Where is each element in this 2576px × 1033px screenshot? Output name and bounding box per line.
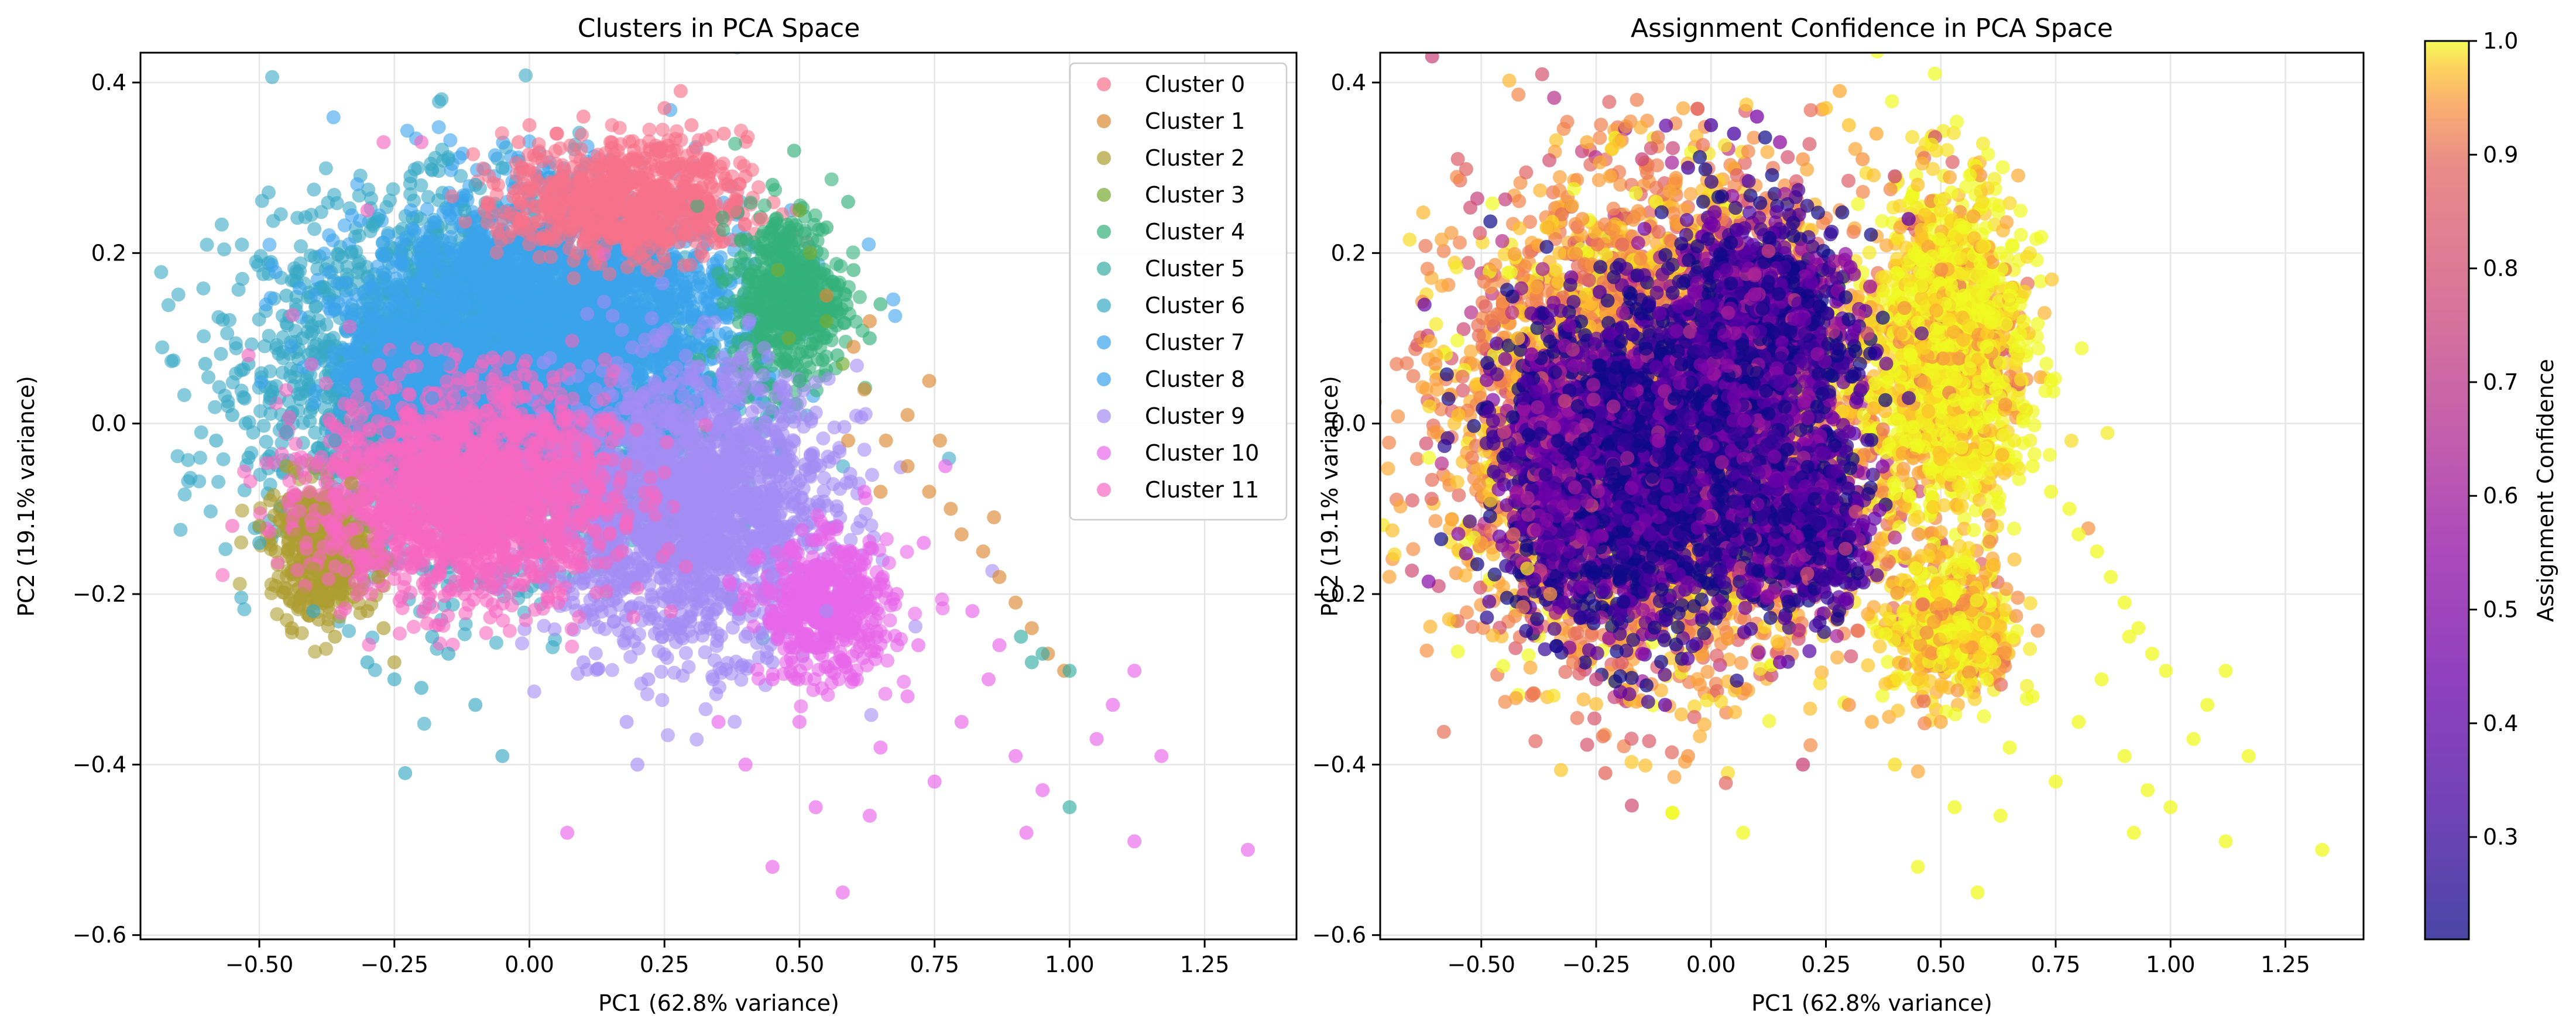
scatter-point: [214, 217, 229, 232]
scatter-point: [235, 237, 249, 252]
scatter-point: [177, 487, 192, 502]
scatter-point: [234, 383, 249, 398]
scatter-point: [218, 542, 233, 557]
scatter-point: [196, 281, 211, 296]
scatter-point: [242, 415, 256, 430]
scatter-point: [220, 326, 235, 341]
scatter-point: [235, 272, 249, 286]
scatter-point: [282, 394, 296, 409]
scatter-point: [114, 194, 128, 208]
scatter-point: [171, 287, 186, 302]
scatter-point: [211, 475, 226, 489]
scatter-point: [261, 185, 276, 200]
scatter-point: [888, 308, 903, 323]
scatter-point: [421, 190, 435, 204]
scatter-point: [173, 523, 188, 537]
scatter-point: [237, 602, 252, 617]
scatter-point: [154, 265, 169, 279]
scatter-point: [181, 453, 195, 468]
scatter-point: [177, 388, 191, 403]
scatter-point: [217, 242, 231, 257]
scatter-point: [304, 208, 318, 222]
scatter-point: [265, 70, 280, 84]
scatter-point: [431, 120, 446, 135]
scatter-point: [318, 161, 333, 176]
scatter-point: [309, 299, 324, 314]
scatter-point: [283, 369, 298, 383]
scatter-point: [194, 425, 208, 440]
scatter-point: [228, 336, 243, 351]
scatter-point: [256, 418, 271, 433]
scatter-point: [263, 364, 277, 379]
scatter-point: [164, 354, 179, 369]
scatter-point: [337, 218, 352, 233]
scatter-point: [340, 259, 355, 274]
scatter-point: [155, 340, 170, 355]
scatter-point: [208, 400, 222, 414]
scatter-point: [272, 346, 286, 361]
scatter-point: [489, 636, 503, 650]
scatter-point: [211, 310, 226, 324]
scatter-point: [181, 474, 195, 489]
scatter-point: [443, 133, 458, 147]
scatter-point: [352, 228, 366, 243]
scatter-point: [218, 389, 232, 403]
scatter-point: [414, 178, 428, 193]
scatter-point: [268, 265, 283, 279]
scatter-point: [457, 627, 472, 641]
scatter-point: [253, 468, 267, 482]
scatter-point: [103, 276, 117, 290]
scatter-point: [417, 716, 431, 731]
scatter-point: [266, 214, 280, 228]
scatter-point: [546, 640, 560, 654]
scatter-point: [307, 182, 321, 197]
scatter-point: [203, 504, 218, 519]
scatter-point: [244, 337, 259, 352]
scatter-point: [420, 202, 434, 217]
left-panel: −0.50 −0.25 0.00 0.25 0.50 0.75 1.00 1.25 −0.6−…: [13, 13, 1298, 1016]
scatter-point: [193, 451, 207, 465]
scatter-point: [197, 329, 211, 344]
scatter-point: [307, 339, 321, 354]
scatter-point: [201, 370, 216, 385]
scatter-point: [214, 346, 228, 361]
scatter-point: [121, 502, 135, 516]
scatter-point: [458, 617, 473, 632]
scatter-point: [519, 68, 533, 83]
scatter-point: [425, 163, 440, 177]
scatter-point: [303, 414, 317, 428]
scatter-point: [200, 238, 214, 252]
scatter-point: [404, 203, 419, 218]
scatter-point: [386, 182, 400, 197]
scatter-point: [225, 375, 240, 390]
scatter-point: [321, 195, 335, 210]
scatter-point: [73, 361, 87, 375]
scatter-point: [307, 222, 322, 236]
scatter-point: [293, 263, 307, 278]
scatter-point: [258, 339, 272, 354]
scatter-point: [342, 624, 356, 639]
scatter-point: [313, 320, 327, 335]
scatter-point: [434, 92, 449, 107]
scatter-point: [259, 434, 273, 449]
scatter-point: [350, 177, 365, 191]
scatter-point: [363, 191, 378, 206]
scatter-point: [253, 404, 267, 418]
scatter-point: [234, 591, 249, 605]
scatter-point: [308, 425, 323, 440]
scatter-point: [303, 248, 318, 263]
scatter-point: [290, 211, 305, 225]
scatter-point: [249, 255, 263, 269]
scatter-point: [293, 239, 308, 253]
scatter-point: [161, 298, 176, 313]
scatter-point: [216, 452, 231, 466]
scatter-point: [886, 292, 901, 307]
scatter-point: [231, 282, 246, 297]
